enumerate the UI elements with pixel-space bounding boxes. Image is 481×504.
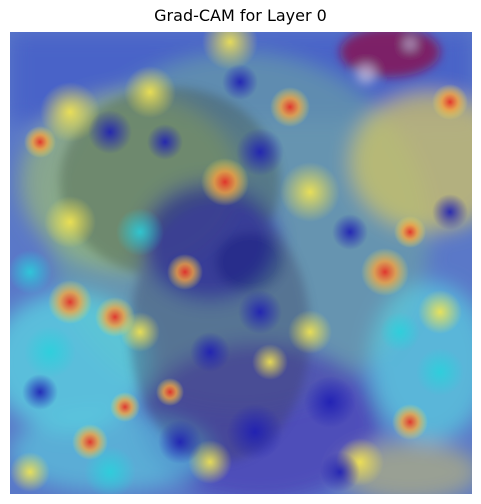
gradcam-overlay: [10, 32, 472, 494]
gradcam-image: [10, 32, 472, 494]
figure-title: Grad-CAM for Layer 0: [154, 6, 327, 25]
